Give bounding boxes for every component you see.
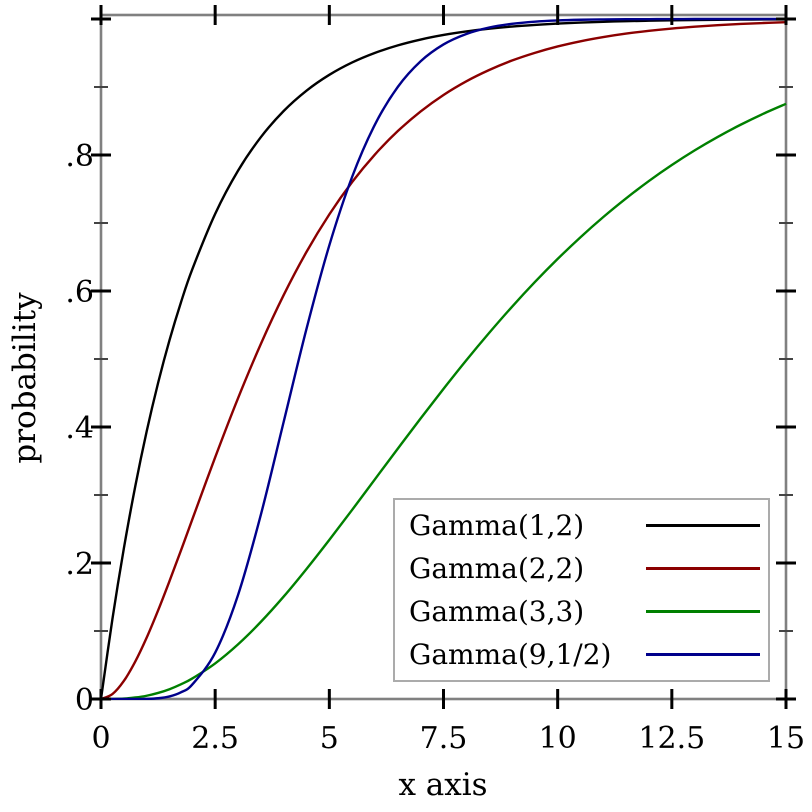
y-tick-label: .8 bbox=[65, 139, 94, 174]
x-tick-label: 15 bbox=[767, 721, 805, 756]
legend-label: Gamma(3,3) bbox=[409, 594, 585, 628]
legend-line-sample bbox=[646, 610, 760, 613]
x-tick-label: 2.5 bbox=[191, 721, 239, 756]
y-tick-label: 0 bbox=[75, 683, 94, 718]
series-line-3 bbox=[101, 17, 786, 700]
legend-label: Gamma(9,1/2) bbox=[409, 637, 612, 671]
x-tick-label: 7.5 bbox=[420, 721, 468, 756]
legend-box: Gamma(1,2) Gamma(2,2) Gamma(3,3) Gamma(9,1/… bbox=[393, 498, 770, 682]
legend-item-2: Gamma(3,3) bbox=[395, 594, 768, 628]
legend-label: Gamma(1,2) bbox=[409, 508, 585, 542]
legend-line-sample bbox=[646, 524, 760, 527]
legend-label: Gamma(2,2) bbox=[409, 551, 585, 585]
series-line-0 bbox=[100, 18, 787, 700]
y-tick-label: .6 bbox=[65, 275, 94, 310]
legend-line-sample bbox=[646, 653, 760, 656]
y-tick-label: .2 bbox=[65, 547, 94, 582]
legend-item-3: Gamma(9,1/2) bbox=[395, 637, 768, 671]
y-tick-label: .4 bbox=[65, 411, 94, 446]
x-axis-title: x axis bbox=[398, 767, 488, 803]
legend-item-1: Gamma(2,2) bbox=[395, 551, 768, 585]
x-tick-label: 5 bbox=[320, 721, 339, 756]
legend-item-0: Gamma(1,2) bbox=[395, 508, 768, 542]
series-line-2 bbox=[100, 102, 787, 700]
x-tick-label: 10 bbox=[539, 721, 577, 756]
x-tick-label: 12.5 bbox=[638, 721, 705, 756]
y-axis-title: probability bbox=[7, 292, 43, 464]
x-tick-label: 0 bbox=[91, 721, 110, 756]
legend-line-sample bbox=[646, 567, 760, 570]
series-line-1 bbox=[100, 21, 787, 700]
